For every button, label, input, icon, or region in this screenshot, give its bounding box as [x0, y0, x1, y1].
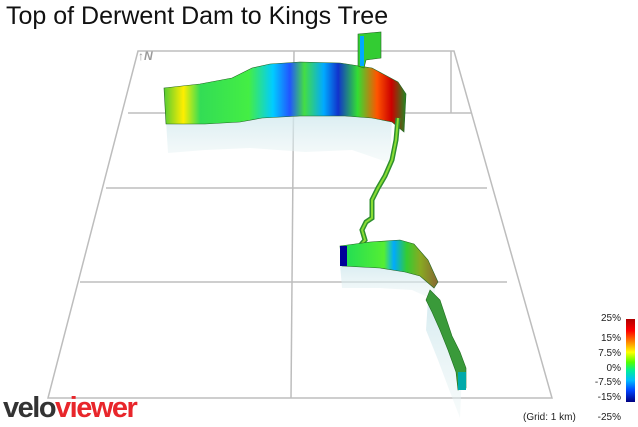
route-title: Top of Derwent Dam to Kings Tree	[6, 2, 389, 30]
grid-scale-note: (Grid: 1 km)	[523, 412, 576, 423]
route-wall-middle	[339, 239, 439, 289]
veloviewer-logo[interactable]: veloviewer	[3, 392, 138, 425]
legend-label-25: 25%	[600, 313, 621, 324]
north-arrow-glyph: ↑	[138, 49, 144, 63]
route-ribbon-lower	[425, 289, 467, 391]
gradient-legend-bar	[626, 319, 635, 402]
legend-label-neg-25: -25%	[597, 412, 621, 423]
route-wall-upper	[163, 31, 407, 133]
legend-label-15: 15%	[600, 333, 621, 344]
north-label: N	[144, 49, 153, 63]
north-arrow-icon: ↑N	[138, 49, 153, 63]
legend-label-7-5: 7.5%	[598, 348, 621, 359]
legend-label-neg-7-5: -7.5%	[594, 377, 621, 388]
logo-part-2: viewer	[55, 392, 138, 424]
route-ribbon	[356, 117, 401, 250]
legend-label-neg-15: -15%	[597, 392, 621, 403]
legend-label-0: 0%	[606, 363, 621, 374]
logo-part-1: velo	[3, 392, 57, 424]
